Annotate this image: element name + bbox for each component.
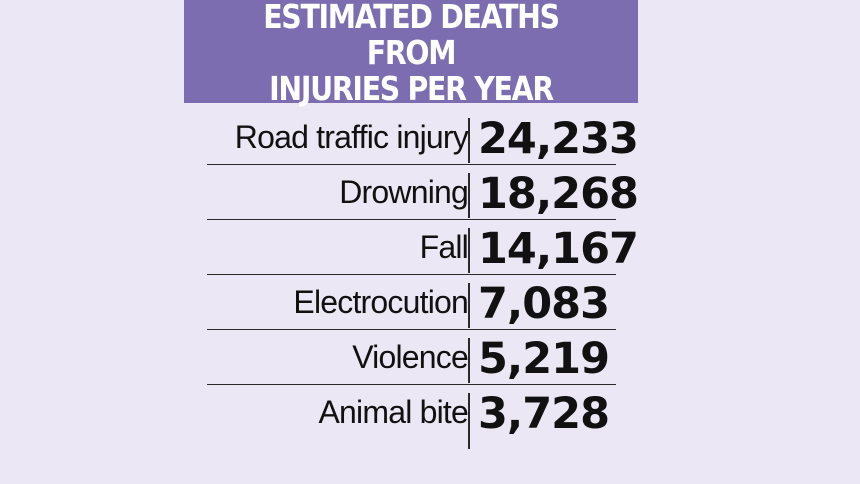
column-divider	[468, 118, 470, 163]
chart-title-banner: ESTIMATED DEATHS FROM INJURIES PER YEAR	[184, 0, 638, 106]
row-label: Fall	[419, 229, 469, 265]
table-row: Road traffic injury 24,233	[207, 110, 639, 165]
table-row: Violence 5,219	[207, 330, 616, 385]
column-divider	[468, 338, 470, 383]
row-value: 7,083	[478, 279, 610, 329]
column-divider	[468, 283, 470, 328]
row-label: Animal bite	[318, 394, 469, 430]
row-label: Electrocution	[293, 284, 468, 320]
column-divider	[468, 393, 470, 449]
table-row: Animal bite 3,728	[207, 385, 616, 449]
row-value: 18,268	[478, 169, 639, 219]
table-row: Drowning 18,268	[207, 165, 639, 220]
row-value: 14,167	[478, 224, 639, 274]
row-value: 5,219	[478, 334, 610, 384]
row-label: Road traffic injury	[234, 119, 469, 155]
column-divider	[468, 173, 470, 218]
table-row: Electrocution 7,083	[207, 275, 616, 330]
table-row: Fall 14,167	[207, 220, 639, 275]
deaths-table: Road traffic injury 24,233 Drowning 18,2…	[207, 110, 639, 449]
column-divider	[468, 228, 470, 273]
row-label: Violence	[352, 339, 469, 375]
row-value: 3,728	[478, 389, 610, 439]
chart-title: ESTIMATED DEATHS FROM INJURIES PER YEAR	[263, 0, 560, 108]
row-label: Drowning	[339, 174, 469, 210]
row-value: 24,233	[478, 114, 639, 164]
